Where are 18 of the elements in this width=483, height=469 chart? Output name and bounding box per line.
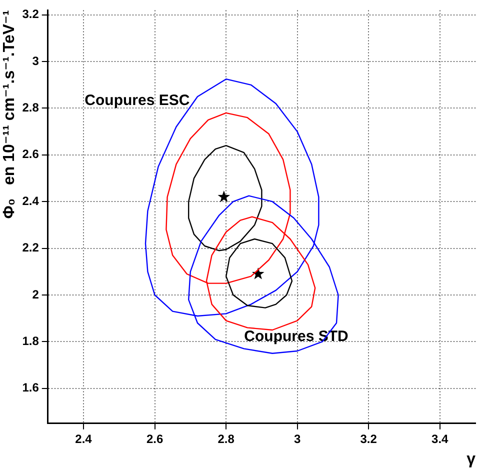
x-tick-label: 2.6 — [146, 432, 164, 446]
y-tick-label: 3.2 — [22, 7, 40, 22]
y-tick-label: 2.6 — [22, 147, 40, 162]
y-tick-label: 3 — [32, 54, 40, 68]
y-tick-label: 2.2 — [22, 240, 40, 255]
x-tick-label: 3 — [294, 432, 301, 446]
y-tick-label: 2.4 — [22, 194, 40, 208]
annotation: Coupures ESC — [84, 92, 190, 110]
y-tick-label: 1.6 — [22, 380, 40, 395]
x-axis-title: γ — [466, 450, 476, 468]
x-tick-label: 3.4 — [432, 432, 449, 446]
x-tick-label: 2.8 — [218, 432, 235, 446]
y-axis-title: Φ₀ en 10⁻¹¹ cm⁻¹.s⁻¹.TeV⁻¹ — [1, 10, 18, 219]
y-tick-label: 2.8 — [22, 100, 40, 115]
x-tick-label: 2.4 — [75, 432, 92, 446]
y-tick-label: 2 — [32, 287, 40, 302]
y-tick-label: 1.8 — [22, 334, 40, 348]
x-tick-label: 3.2 — [360, 432, 378, 446]
